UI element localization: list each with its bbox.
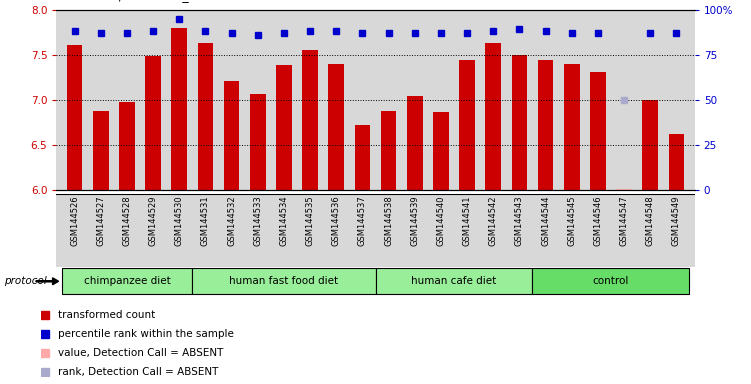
Bar xyxy=(302,50,318,190)
Bar xyxy=(276,65,292,190)
Bar xyxy=(56,194,695,267)
Bar xyxy=(145,56,161,190)
Bar xyxy=(198,43,213,190)
Text: GSM144527: GSM144527 xyxy=(96,195,105,246)
Bar xyxy=(192,268,376,294)
Bar xyxy=(642,100,658,190)
Bar xyxy=(67,45,83,190)
Text: percentile rank within the sample: percentile rank within the sample xyxy=(58,329,234,339)
Text: GSM144539: GSM144539 xyxy=(410,195,419,246)
Text: GSM144545: GSM144545 xyxy=(567,195,576,246)
Text: GSM144529: GSM144529 xyxy=(149,195,158,246)
Text: GSM144531: GSM144531 xyxy=(201,195,210,246)
Text: control: control xyxy=(593,276,629,286)
Text: GSM144526: GSM144526 xyxy=(70,195,79,246)
Bar xyxy=(485,43,501,190)
Bar xyxy=(328,64,344,190)
Text: GSM144549: GSM144549 xyxy=(672,195,681,246)
Text: chimpanzee diet: chimpanzee diet xyxy=(83,276,170,286)
Text: GDS3232 / 1436265_at: GDS3232 / 1436265_at xyxy=(56,0,201,2)
Text: GSM144532: GSM144532 xyxy=(227,195,236,246)
Text: value, Detection Call = ABSENT: value, Detection Call = ABSENT xyxy=(58,348,223,358)
Text: GSM144535: GSM144535 xyxy=(306,195,315,246)
Text: GSM144536: GSM144536 xyxy=(332,195,341,246)
Bar xyxy=(407,96,423,190)
Text: GSM144533: GSM144533 xyxy=(253,195,262,246)
Bar xyxy=(376,268,532,294)
Text: human fast food diet: human fast food diet xyxy=(229,276,339,286)
Bar xyxy=(590,72,606,190)
Bar xyxy=(616,189,632,190)
Bar xyxy=(224,81,240,190)
Text: GSM144530: GSM144530 xyxy=(175,195,184,246)
Text: GSM144528: GSM144528 xyxy=(122,195,131,246)
Bar xyxy=(538,60,553,190)
Text: GSM144546: GSM144546 xyxy=(593,195,602,246)
Text: rank, Detection Call = ABSENT: rank, Detection Call = ABSENT xyxy=(58,367,218,377)
Text: GSM144544: GSM144544 xyxy=(541,195,550,246)
Text: GSM144534: GSM144534 xyxy=(279,195,288,246)
Bar xyxy=(433,113,449,190)
Text: transformed count: transformed count xyxy=(58,310,155,320)
Text: protocol: protocol xyxy=(4,276,47,286)
Text: GSM144541: GSM144541 xyxy=(463,195,472,246)
Bar xyxy=(459,60,475,190)
Bar xyxy=(93,111,109,190)
Text: GSM144543: GSM144543 xyxy=(515,195,524,246)
Text: GSM144538: GSM144538 xyxy=(384,195,393,246)
Text: GSM144548: GSM144548 xyxy=(646,195,655,246)
Bar xyxy=(668,134,684,190)
Bar xyxy=(250,94,266,190)
Bar xyxy=(511,55,527,190)
Bar xyxy=(62,268,192,294)
Bar xyxy=(381,111,397,190)
Bar xyxy=(532,268,689,294)
Text: GSM144540: GSM144540 xyxy=(436,195,445,246)
Text: GSM144547: GSM144547 xyxy=(620,195,629,246)
Bar xyxy=(171,28,187,190)
Bar xyxy=(119,102,135,190)
Bar xyxy=(354,125,370,190)
Text: GSM144537: GSM144537 xyxy=(358,195,367,246)
Bar xyxy=(564,64,580,190)
Text: human cafe diet: human cafe diet xyxy=(412,276,496,286)
Text: GSM144542: GSM144542 xyxy=(489,195,498,246)
